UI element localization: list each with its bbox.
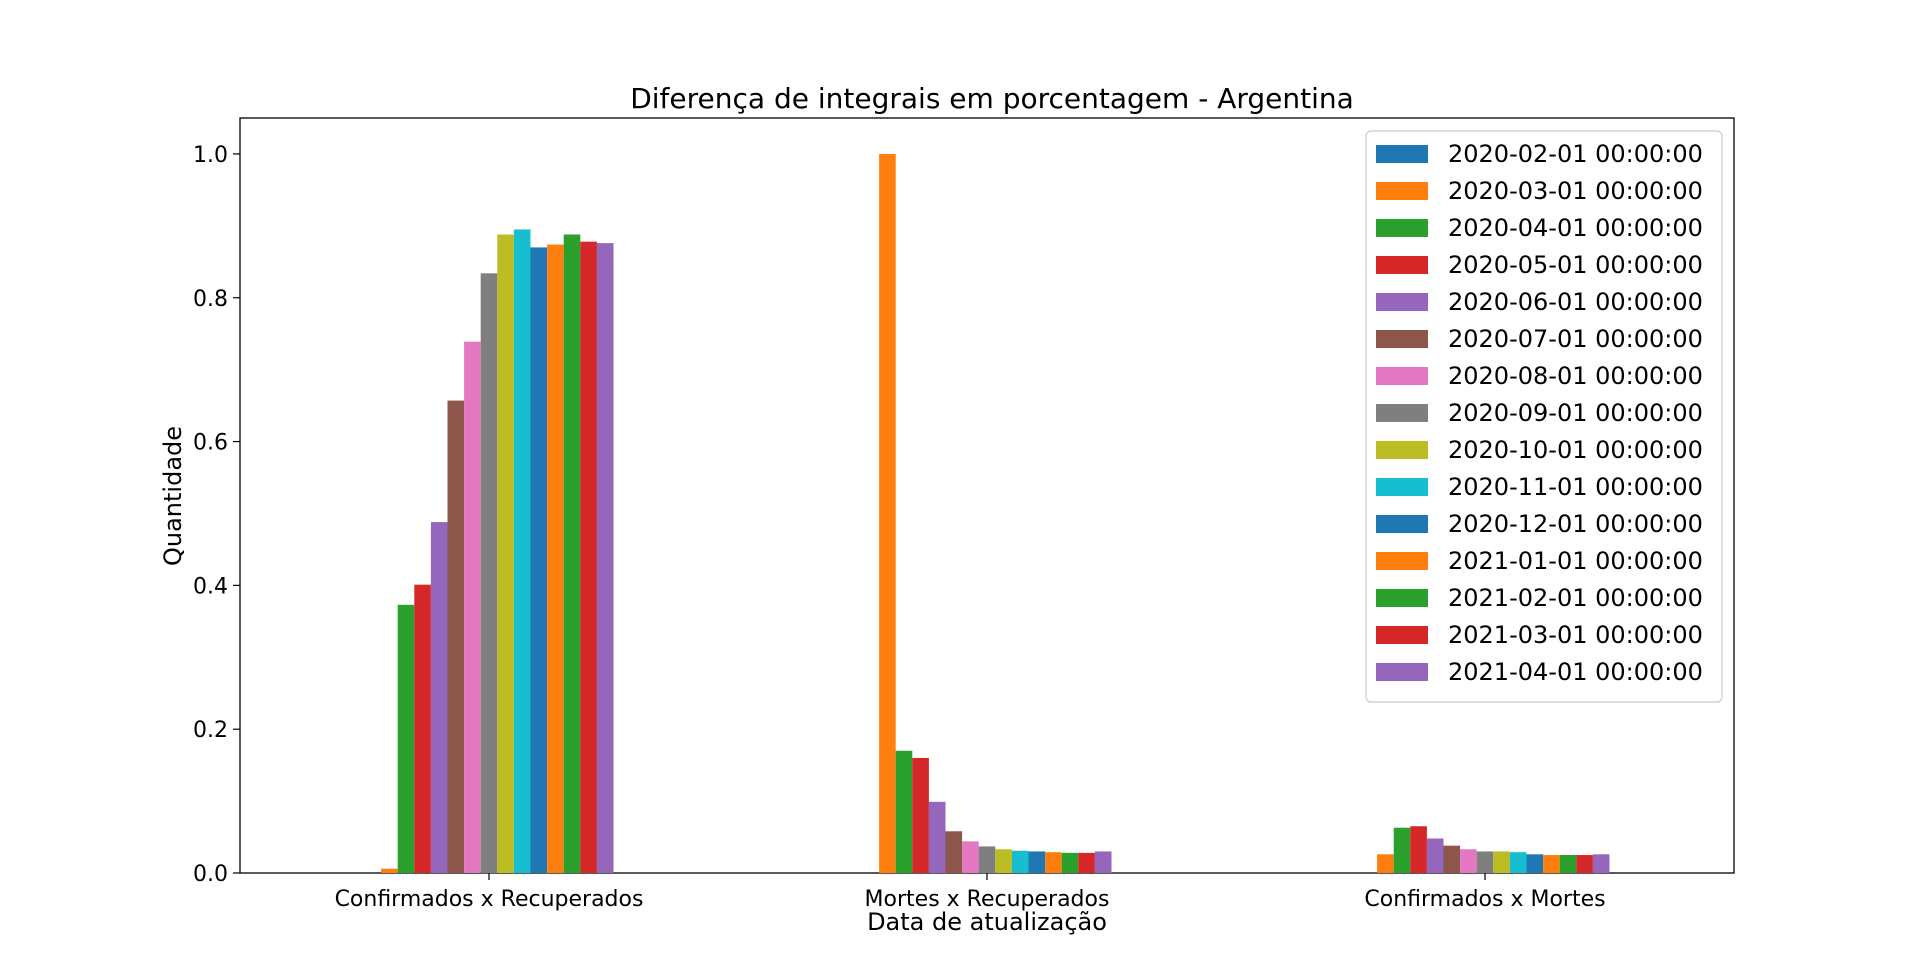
legend-swatch [1376, 626, 1428, 644]
legend-entry: 2021-04-01 00:00:00 [1448, 658, 1703, 686]
bar [596, 243, 614, 874]
bar [381, 868, 398, 873]
legend-swatch [1376, 256, 1428, 274]
bar [928, 801, 946, 873]
legend-swatch [1376, 219, 1428, 237]
bar [513, 229, 531, 873]
chart-title: Diferença de integrais em porcentagem - … [630, 82, 1354, 115]
legend-swatch [1376, 478, 1428, 496]
legend-entry: 2020-02-01 00:00:00 [1448, 140, 1703, 168]
bar [1426, 838, 1444, 873]
bar [945, 831, 963, 873]
legend-entry: 2020-03-01 00:00:00 [1448, 177, 1703, 205]
x-tick-label: Mortes x Recuperados [865, 887, 1110, 912]
legend-entry: 2020-09-01 00:00:00 [1448, 399, 1703, 427]
bar [1061, 852, 1079, 873]
bar [1576, 855, 1593, 873]
bar [464, 341, 481, 874]
y-tick-label: 0.2 [193, 718, 228, 743]
y-tick-label: 0.8 [193, 287, 228, 312]
bar [1543, 855, 1560, 873]
legend-frame [1365, 130, 1723, 703]
bar [912, 757, 929, 873]
legend-entry: 2020-10-01 00:00:00 [1448, 436, 1703, 464]
bar [430, 522, 448, 873]
x-tick-label: Confirmados x Mortes [1364, 887, 1605, 912]
bar [1592, 854, 1610, 873]
bar [1460, 849, 1477, 873]
legend-entry: 2020-05-01 00:00:00 [1448, 251, 1703, 279]
bar [1526, 854, 1544, 873]
legend-swatch [1376, 330, 1428, 348]
y-tick-label: 0.6 [193, 431, 228, 456]
y-tick-label: 0.0 [193, 862, 228, 887]
legend-entry: 2021-01-01 00:00:00 [1448, 547, 1703, 575]
legend: 2020-02-01 00:00:00 2020-03-01 00:00:00 20… [1365, 130, 1723, 703]
legend-swatch [1376, 367, 1428, 385]
legend-swatch [1376, 441, 1428, 459]
bar [879, 153, 896, 873]
legend-swatch [1376, 515, 1428, 533]
legend-entry: 2020-12-01 00:00:00 [1448, 510, 1703, 538]
bar [1393, 827, 1411, 873]
bar [480, 273, 498, 873]
plot-area: 0.0 0.2 0.4 0.6 0.8 1.0 Confirmados x Recuper… [193, 117, 1735, 912]
bar [580, 241, 597, 873]
legend-entry: 2020-08-01 00:00:00 [1448, 362, 1703, 390]
y-axis-ticks: 0.0 0.2 0.4 0.6 0.8 1.0 [193, 143, 240, 887]
bar [397, 604, 415, 873]
bar [1078, 852, 1095, 873]
y-tick-label: 0.4 [193, 574, 228, 599]
x-axis-ticks: Confirmados x Recuperados Mortes x Recupe… [335, 873, 1606, 912]
bar [895, 750, 913, 873]
bar [1559, 855, 1577, 873]
bar [1493, 851, 1510, 873]
bar [1094, 851, 1112, 873]
bar [1476, 851, 1494, 873]
bar [1509, 852, 1527, 873]
legend-entry: 2020-04-01 00:00:00 [1448, 214, 1703, 242]
legend-entry: 2020-07-01 00:00:00 [1448, 325, 1703, 353]
bar [547, 244, 564, 874]
legend-entry: 2020-06-01 00:00:00 [1448, 288, 1703, 316]
legend-entry: 2020-11-01 00:00:00 [1448, 473, 1703, 501]
legend-swatch [1376, 589, 1428, 607]
bar [1410, 826, 1427, 873]
x-tick-label: Confirmados x Recuperados [335, 887, 644, 912]
bar [563, 234, 581, 873]
y-axis-label: Quantidade [159, 426, 187, 566]
legend-swatch [1376, 145, 1428, 163]
bar [995, 849, 1012, 873]
bar [1045, 852, 1062, 873]
bar [530, 247, 548, 873]
bar [1011, 850, 1029, 873]
legend-swatch [1376, 404, 1428, 422]
bar [1443, 845, 1461, 873]
bar [414, 584, 431, 873]
legend-entry: 2021-03-01 00:00:00 [1448, 621, 1703, 649]
bar [1028, 851, 1046, 873]
legend-swatch [1376, 552, 1428, 570]
legend-swatch [1376, 293, 1428, 311]
y-tick-label: 1.0 [193, 143, 228, 168]
bar [497, 234, 514, 873]
legend-swatch [1376, 663, 1428, 681]
legend-swatch [1376, 182, 1428, 200]
bar [1377, 854, 1394, 873]
bar [978, 846, 996, 873]
legend-entry: 2021-02-01 00:00:00 [1448, 584, 1703, 612]
bars-group [381, 153, 1610, 874]
x-axis-label: Data de atualização [867, 908, 1107, 936]
bar [962, 841, 979, 873]
bar [447, 400, 465, 873]
